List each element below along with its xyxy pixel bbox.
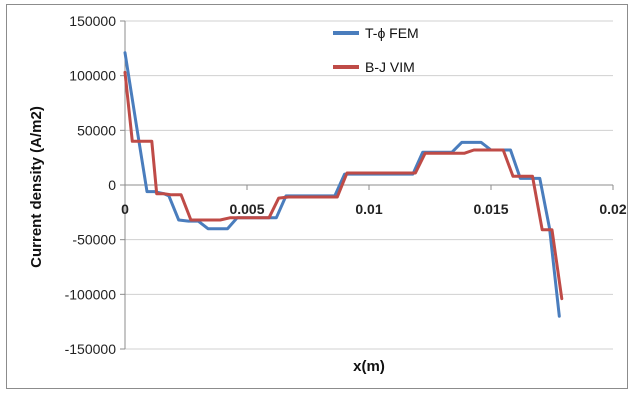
y-tick-label: -100000 bbox=[65, 286, 117, 302]
series-line-bj-vim bbox=[123, 70, 564, 301]
series-lines bbox=[123, 51, 564, 318]
y-tick-label: 150000 bbox=[69, 13, 116, 29]
legend-label-tphi-fem: T-ϕ FEM bbox=[365, 25, 419, 41]
chart-frame: 150000 100000 50000 0 -50000 -100000 -150000 0 0… bbox=[6, 4, 628, 389]
y-tick-label: -50000 bbox=[72, 232, 116, 248]
x-axis-title: x(m) bbox=[353, 358, 385, 375]
x-tick-label: 0 bbox=[121, 201, 129, 217]
legend: T-ϕ FEM B-J VIM bbox=[333, 25, 419, 75]
y-tick-label: 0 bbox=[108, 177, 116, 193]
line-chart: 150000 100000 50000 0 -50000 -100000 -150000 0 0… bbox=[28, 13, 627, 375]
legend-label-bj-vim: B-J VIM bbox=[365, 59, 415, 75]
x-tick-label: 0.005 bbox=[229, 201, 264, 217]
tick-labels: 150000 100000 50000 0 -50000 -100000 -150000 0 0… bbox=[65, 13, 627, 357]
y-tick-label: -150000 bbox=[65, 341, 117, 357]
x-tick-label: 0.02 bbox=[599, 201, 626, 217]
x-tick-label: 0.015 bbox=[473, 201, 508, 217]
y-tick-label: 100000 bbox=[69, 68, 116, 84]
y-axis-title: Current density (A/m2) bbox=[28, 106, 45, 268]
x-tick-label: 0.01 bbox=[355, 201, 382, 217]
y-tick-label: 50000 bbox=[77, 122, 116, 138]
